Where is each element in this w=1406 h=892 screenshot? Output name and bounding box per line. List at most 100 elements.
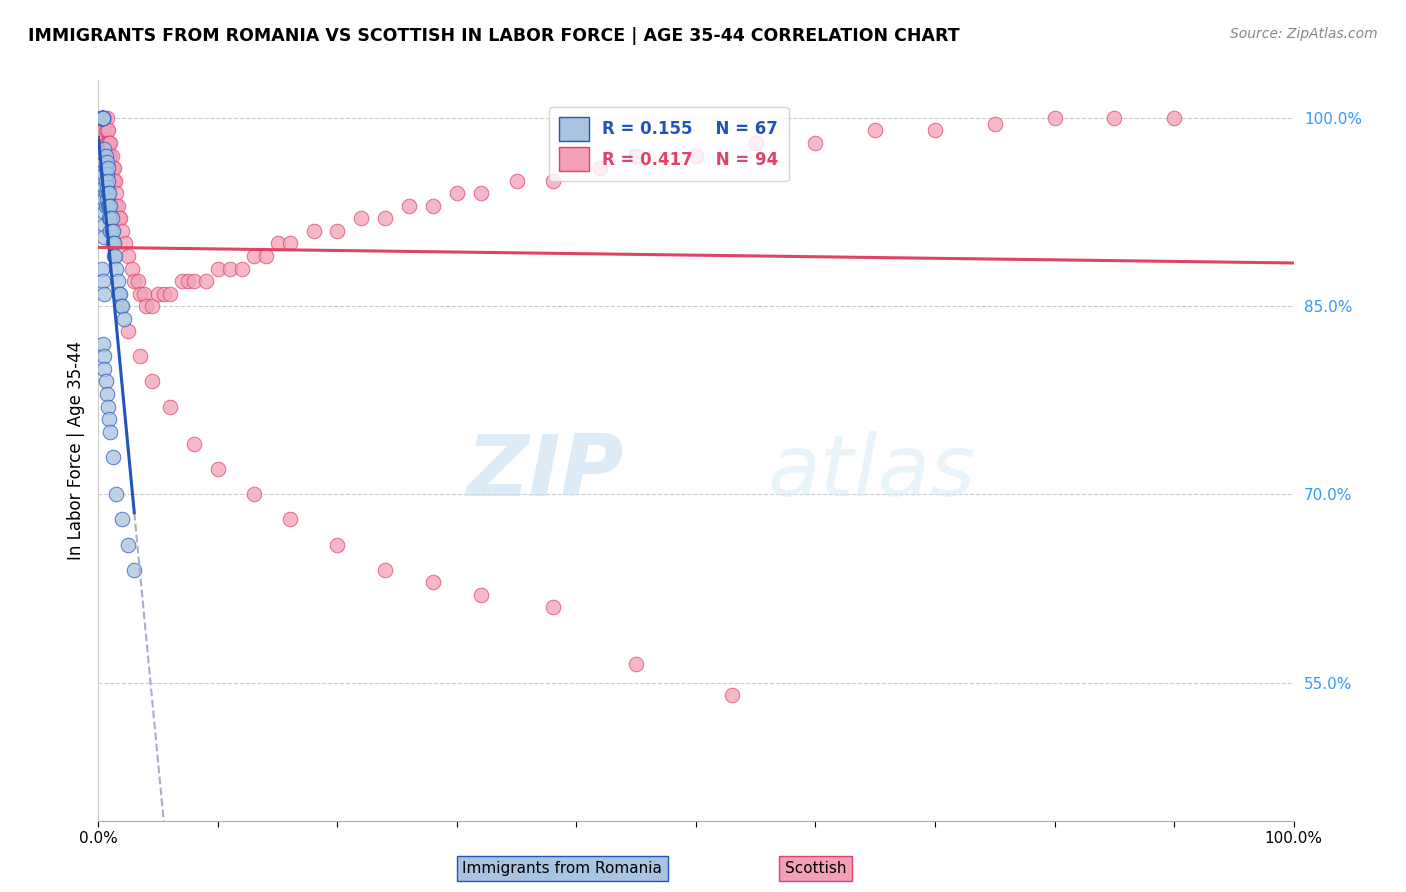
Text: Source: ZipAtlas.com: Source: ZipAtlas.com — [1230, 27, 1378, 41]
Point — [172, 274, 194, 288]
Point — [93, 286, 115, 301]
Y-axis label: In Labor Force | Age 35-44: In Labor Force | Age 35-44 — [66, 341, 84, 560]
Legend: R = 0.155    N = 67, R = 0.417    N = 94: R = 0.155 N = 67, R = 0.417 N = 94 — [548, 107, 789, 181]
Point — [541, 600, 564, 615]
Point — [94, 199, 117, 213]
Point — [98, 186, 121, 201]
Point — [91, 111, 114, 125]
Point — [111, 299, 134, 313]
Point — [91, 111, 114, 125]
Point — [506, 174, 529, 188]
Point — [93, 111, 115, 125]
Point — [124, 563, 146, 577]
Point — [1104, 111, 1126, 125]
Point — [94, 375, 117, 389]
Point — [107, 211, 129, 226]
Point — [110, 299, 132, 313]
Point — [243, 487, 266, 501]
Point — [177, 274, 200, 288]
Point — [101, 224, 124, 238]
Point — [108, 286, 131, 301]
Point — [117, 324, 139, 338]
Point — [103, 161, 125, 175]
Point — [98, 211, 122, 226]
Point — [350, 211, 373, 226]
Point — [101, 174, 124, 188]
Point — [98, 412, 121, 426]
Point — [153, 286, 176, 301]
Point — [93, 349, 115, 363]
Point — [865, 123, 887, 137]
Point — [91, 274, 114, 288]
Point — [96, 193, 118, 207]
Point — [91, 111, 114, 125]
Point — [626, 148, 648, 162]
Point — [124, 274, 146, 288]
Point — [96, 136, 118, 150]
Point — [114, 236, 136, 251]
Point — [183, 274, 205, 288]
Text: Immigrants from Romania: Immigrants from Romania — [463, 861, 662, 876]
Point — [93, 123, 115, 137]
Point — [105, 487, 128, 501]
Point — [422, 199, 444, 213]
Point — [278, 512, 301, 526]
Point — [1043, 111, 1066, 125]
Point — [129, 349, 152, 363]
Point — [98, 211, 121, 226]
Point — [101, 236, 124, 251]
Point — [96, 154, 118, 169]
Point — [302, 224, 325, 238]
Point — [93, 193, 115, 207]
Point — [96, 180, 118, 194]
Point — [98, 224, 122, 238]
Point — [93, 180, 115, 194]
Point — [93, 154, 115, 169]
Point — [159, 286, 181, 301]
Point — [96, 111, 118, 125]
Point — [326, 538, 349, 552]
Point — [91, 111, 114, 125]
Point — [98, 425, 122, 439]
Point — [94, 186, 117, 201]
Point — [470, 186, 492, 201]
Point — [104, 174, 127, 188]
Point — [267, 236, 290, 251]
Point — [103, 174, 125, 188]
Point — [97, 161, 120, 175]
Point — [183, 437, 205, 451]
Point — [111, 512, 134, 526]
Point — [91, 111, 114, 125]
Point — [721, 688, 744, 702]
Point — [94, 148, 117, 162]
Point — [98, 199, 121, 213]
Point — [100, 148, 122, 162]
Point — [103, 236, 125, 251]
Point — [374, 563, 396, 577]
Point — [924, 123, 946, 137]
Point — [94, 123, 117, 137]
Point — [93, 218, 115, 232]
Point — [231, 261, 253, 276]
Point — [91, 111, 114, 125]
Point — [398, 199, 420, 213]
Point — [105, 261, 128, 276]
Point — [121, 261, 143, 276]
Point — [93, 111, 115, 125]
Point — [278, 236, 301, 251]
Point — [105, 186, 128, 201]
Point — [96, 123, 118, 137]
Point — [326, 224, 349, 238]
Text: atlas: atlas — [768, 431, 976, 514]
Point — [91, 111, 114, 125]
Point — [148, 286, 170, 301]
Point — [984, 117, 1007, 131]
Point — [93, 362, 115, 376]
Point — [97, 136, 120, 150]
Point — [135, 299, 157, 313]
Point — [93, 168, 115, 182]
Point — [101, 161, 124, 175]
Point — [195, 274, 218, 288]
Point — [91, 111, 114, 125]
Point — [422, 575, 444, 590]
